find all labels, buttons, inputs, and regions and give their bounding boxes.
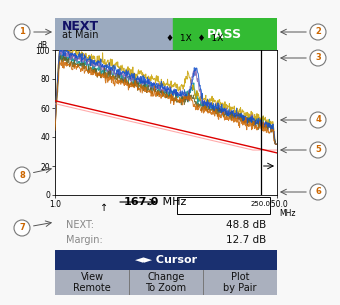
FancyBboxPatch shape bbox=[177, 197, 270, 214]
Text: 4: 4 bbox=[315, 116, 321, 124]
Text: PASS: PASS bbox=[207, 27, 242, 41]
Circle shape bbox=[310, 50, 326, 66]
Text: 6: 6 bbox=[315, 188, 321, 196]
Text: 7: 7 bbox=[19, 224, 25, 232]
Text: 12.7 dB: 12.7 dB bbox=[226, 235, 266, 245]
Text: 250.0: 250.0 bbox=[250, 201, 270, 207]
Text: 1: 1 bbox=[19, 27, 25, 37]
Circle shape bbox=[310, 112, 326, 128]
Text: 167.0: 167.0 bbox=[124, 197, 159, 207]
Bar bbox=[55, 18, 173, 50]
Circle shape bbox=[310, 142, 326, 158]
Text: 48.8 dB: 48.8 dB bbox=[226, 220, 266, 230]
Text: ↑: ↑ bbox=[100, 203, 108, 213]
Circle shape bbox=[14, 220, 30, 236]
Text: 3: 3 bbox=[315, 53, 321, 63]
Text: Plot
by Pair: Plot by Pair bbox=[223, 272, 257, 293]
Text: 2: 2 bbox=[315, 27, 321, 37]
Text: ♦  1X  ♦  1X: ♦ 1X ♦ 1X bbox=[166, 34, 223, 43]
Circle shape bbox=[14, 167, 30, 183]
Circle shape bbox=[310, 24, 326, 40]
Text: NEXT:: NEXT: bbox=[66, 220, 94, 230]
Text: MHz: MHz bbox=[279, 210, 296, 218]
Text: ◄► Cursor: ◄► Cursor bbox=[135, 255, 197, 265]
Text: MHz: MHz bbox=[159, 197, 187, 207]
Text: NEXT: NEXT bbox=[62, 20, 99, 33]
Text: at Main: at Main bbox=[62, 30, 98, 40]
Circle shape bbox=[310, 184, 326, 200]
Text: dB: dB bbox=[37, 41, 47, 50]
Text: 5: 5 bbox=[315, 145, 321, 155]
Text: 8: 8 bbox=[19, 170, 25, 180]
Text: View
Remote: View Remote bbox=[73, 272, 111, 293]
Circle shape bbox=[14, 24, 30, 40]
Text: Change
To Zoom: Change To Zoom bbox=[146, 272, 187, 293]
Text: Margin:: Margin: bbox=[66, 235, 103, 245]
Bar bbox=[173, 18, 277, 50]
